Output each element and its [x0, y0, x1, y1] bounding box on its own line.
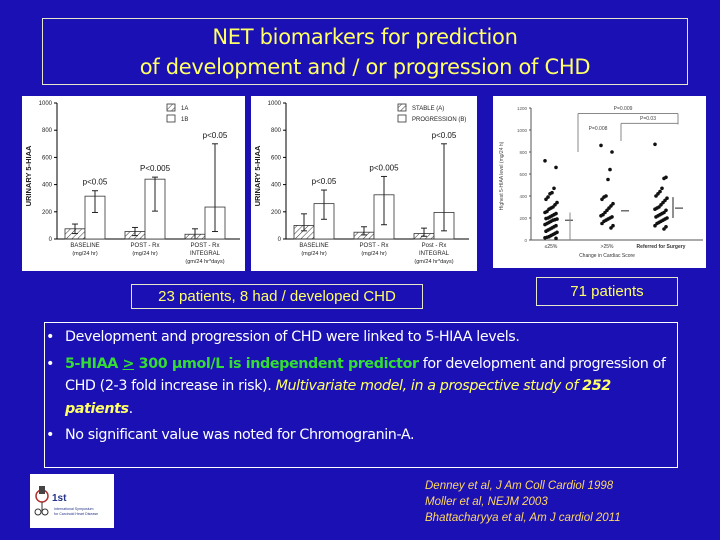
reference-3: Bhattacharyya et al, Am J cardiol 2011 — [425, 512, 621, 524]
svg-text:P=0.03: P=0.03 — [640, 116, 656, 122]
svg-text:1200: 1200 — [517, 106, 528, 111]
svg-text:INTEGRAL: INTEGRAL — [190, 251, 221, 257]
note-left-text: 23 patients, 8 had / developed CHD — [158, 288, 396, 305]
svg-text:p<0.05: p<0.05 — [83, 178, 108, 187]
svg-text:1000: 1000 — [517, 128, 528, 133]
bullet-1-text: Development and progression of CHD were … — [65, 329, 520, 345]
svg-text:600: 600 — [519, 172, 527, 177]
svg-text:1000: 1000 — [39, 101, 53, 107]
svg-text:(mg/24 hr): (mg/24 hr) — [361, 251, 387, 257]
svg-text:(mg/24 hr): (mg/24 hr) — [72, 251, 98, 257]
svg-text:200: 200 — [519, 216, 527, 221]
svg-text:P=0.009: P=0.009 — [614, 106, 633, 112]
bar-chart-1: 0 200 400 600 800 1000 URINARY 5-HIAA p<0.05 BAS… — [24, 101, 240, 265]
bullet-2-bold-italic: 252 patients — [65, 378, 611, 417]
svg-text:Post - Rx: Post - Rx — [422, 243, 447, 249]
svg-text:p<0.05: p<0.05 — [203, 131, 228, 140]
reference-2: Moller et al, NEJM 2003 — [425, 496, 548, 508]
svg-text:(gm/24 hr*days): (gm/24 hr*days) — [414, 259, 453, 265]
svg-text:1000: 1000 — [268, 101, 282, 107]
bullet-3-text: No significant value was noted for Chrom… — [65, 427, 415, 443]
svg-text:200: 200 — [271, 210, 282, 216]
bullet-2-highlight-b: 300 μmol/L is independent predictor — [134, 355, 419, 372]
svg-text:0: 0 — [278, 237, 282, 243]
svg-text:(gm/24 hr*days): (gm/24 hr*days) — [185, 259, 224, 265]
scatter-chart: 0 200 400 600 800 1000 1200 Highest 5-HIAA leve… — [499, 106, 703, 259]
svg-text:800: 800 — [519, 150, 527, 155]
svg-text:>25%: >25% — [601, 244, 614, 250]
svg-text:Highest 5-HIAA level (mg/24 h): Highest 5-HIAA level (mg/24 h) — [499, 141, 505, 210]
note-right-text: 71 patients — [570, 283, 644, 300]
svg-text:Referred for Surgery: Referred for Surgery — [637, 244, 686, 250]
svg-text:400: 400 — [271, 183, 282, 189]
chart-panel-2: 0 200 400 600 800 1000 URINARY 5-HIAA p<0.05 BAS… — [251, 96, 477, 271]
title-line-1: NET biomarkers for prediction — [212, 25, 518, 49]
bullet-2-gte-symbol: > — [122, 355, 135, 372]
bullet-2-highlight-a: 5-HIAA — [65, 355, 123, 372]
svg-text:BASELINE: BASELINE — [70, 243, 99, 249]
note-right: 71 patients — [536, 277, 678, 306]
bullet-2: 5-HIAA > 300 μmol/L is independent predi… — [46, 353, 677, 421]
svg-text:1st: 1st — [52, 493, 67, 504]
logo-emblem-icon: 1st International Symposium for Carcinoi… — [34, 486, 98, 516]
chart-panel-1: 0 200 400 600 800 1000 URINARY 5-HIAA p<0.05 BAS… — [22, 96, 245, 271]
findings-list: Development and progression of CHD were … — [46, 326, 677, 451]
svg-text:POST - Rx: POST - Rx — [360, 243, 389, 249]
svg-text:POST - Rx: POST - Rx — [191, 243, 220, 249]
symposium-logo: 1st International Symposium for Carcinoi… — [30, 474, 114, 528]
svg-text:STABLE (A): STABLE (A) — [412, 106, 444, 112]
svg-text:P=0.008: P=0.008 — [589, 126, 608, 132]
svg-text:(mg/24 hr): (mg/24 hr) — [301, 251, 327, 257]
bullet-3: No significant value was noted for Chrom… — [46, 424, 677, 447]
svg-text:(mg/24 hr): (mg/24 hr) — [132, 251, 158, 257]
reference-1: Denney et al, J Am Coll Cardiol 1998 — [425, 480, 614, 492]
svg-text:BASELINE: BASELINE — [299, 243, 328, 249]
svg-text:≤25%: ≤25% — [545, 244, 558, 250]
svg-text:PROGRESSION (B): PROGRESSION (B) — [412, 117, 466, 123]
svg-text:p<0.005: p<0.005 — [369, 163, 399, 172]
findings-box — [44, 322, 678, 468]
bullet-2-plain: for development and progression of CHD (… — [65, 355, 666, 395]
title-line-2: of development and / or progression of C… — [139, 55, 591, 79]
svg-text:0: 0 — [49, 237, 53, 243]
svg-text:400: 400 — [42, 183, 53, 189]
svg-text:P<0.005: P<0.005 — [140, 164, 171, 173]
bullet-1: Development and progression of CHD were … — [46, 326, 677, 349]
svg-text:URINARY 5-HIAA: URINARY 5-HIAA — [24, 145, 33, 206]
svg-text:INTEGRAL: INTEGRAL — [419, 251, 450, 257]
svg-text:600: 600 — [271, 155, 282, 161]
svg-text:p<0.05: p<0.05 — [312, 177, 337, 186]
bar-chart-2: 0 200 400 600 800 1000 URINARY 5-HIAA p<0.05 BAS… — [253, 101, 469, 265]
svg-text:Change in Cardiac Score: Change in Cardiac Score — [579, 253, 635, 259]
svg-text:400: 400 — [519, 194, 527, 199]
svg-text:p<0.05: p<0.05 — [432, 131, 457, 140]
references: Denney et al, J Am Coll Cardiol 1998 Mol… — [425, 478, 621, 526]
svg-text:800: 800 — [271, 128, 282, 134]
svg-text:for Carcinoid Heart Disease: for Carcinoid Heart Disease — [54, 512, 98, 516]
svg-text:International Symposium: International Symposium — [54, 507, 94, 511]
svg-text:1B: 1B — [181, 117, 188, 123]
slide-title: NET biomarkers for prediction of develop… — [42, 18, 688, 85]
svg-text:1A: 1A — [181, 106, 188, 112]
chart-panel-3: 0 200 400 600 800 1000 1200 Highest 5-HIAA leve… — [493, 96, 706, 268]
svg-text:800: 800 — [42, 128, 53, 134]
note-left: 23 patients, 8 had / developed CHD — [131, 284, 423, 309]
svg-text:0: 0 — [524, 238, 527, 243]
svg-text:200: 200 — [42, 210, 53, 216]
bullet-2-end: . — [128, 400, 134, 417]
svg-text:600: 600 — [42, 155, 53, 161]
svg-text:POST - Rx: POST - Rx — [131, 243, 160, 249]
svg-text:URINARY 5-HIAA: URINARY 5-HIAA — [253, 145, 262, 206]
bullet-2-italic: Multivariate model, in a prospective stu… — [275, 378, 583, 394]
